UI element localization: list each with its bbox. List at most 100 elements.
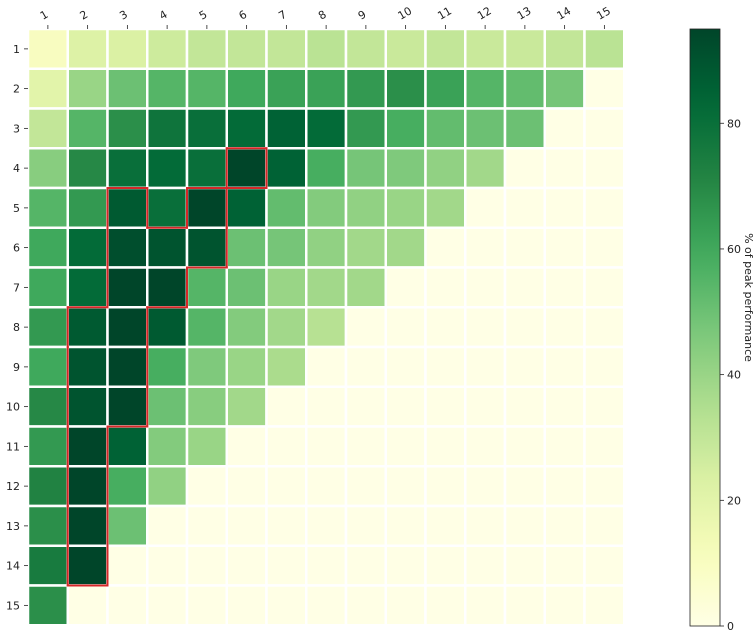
heatmap-cell (106, 465, 149, 508)
heatmap-cell (503, 266, 546, 309)
heatmap-cell (305, 147, 348, 190)
x-tick-label: 7 (276, 8, 289, 23)
y-tick-label: 4 (13, 162, 20, 175)
heatmap-cell (384, 385, 427, 428)
heatmap-cell (344, 107, 387, 150)
highlight-group (66, 147, 268, 587)
heatmap-cell (106, 226, 149, 269)
heatmap-cell (26, 147, 69, 190)
x-tick-label: 9 (356, 8, 369, 23)
heatmap-cell (146, 465, 189, 508)
heatmap-cell (26, 504, 69, 547)
heatmap-cell (26, 465, 69, 508)
heatmap-cell (344, 385, 387, 428)
heatmap-cell (185, 67, 228, 110)
heatmap-cell (225, 425, 268, 468)
heatmap-cell (225, 27, 268, 70)
heatmap-cell (66, 306, 109, 349)
heatmap-cell (66, 345, 109, 388)
heatmap-cell (424, 266, 467, 309)
heatmap-cell (344, 186, 387, 229)
heatmap-cell (543, 306, 586, 349)
heatmap-cell (26, 107, 69, 150)
heatmap-cell (464, 425, 507, 468)
heatmap-cell (225, 544, 268, 587)
heatmap-cell (543, 67, 586, 110)
heatmap-cell (583, 544, 626, 587)
heatmap-cell (265, 27, 308, 70)
heatmap-cell (305, 186, 348, 229)
heatmap-cell (543, 584, 586, 627)
heatmap-cell (185, 27, 228, 70)
heatmap-cell (583, 186, 626, 229)
heatmap-cell (106, 107, 149, 150)
heatmap-cell (543, 27, 586, 70)
heatmap-cell (503, 544, 546, 587)
heatmap-cell (66, 385, 109, 428)
heatmap-cell (146, 27, 189, 70)
x-tick-label: 1 (38, 8, 51, 23)
heatmap-cell (26, 226, 69, 269)
heatmap-cell (185, 266, 228, 309)
heatmap-cell (146, 385, 189, 428)
x-tick-label: 10 (396, 4, 415, 22)
heatmap-cell (543, 385, 586, 428)
heatmap-cell (185, 504, 228, 547)
heatmap-cell (66, 67, 109, 110)
heatmap-cell (424, 306, 467, 349)
heatmap-cell (583, 67, 626, 110)
heatmap-cell (424, 186, 467, 229)
heatmap-cell (185, 306, 228, 349)
heatmap-cell (503, 67, 546, 110)
x-tick-label: 4 (157, 8, 170, 23)
heatmap-cell (384, 425, 427, 468)
heatmap-cell (185, 345, 228, 388)
heatmap-cell (543, 544, 586, 587)
heatmap-cell (424, 27, 467, 70)
colorbar-label: % of peak performance (742, 233, 755, 362)
heatmap-cell (305, 465, 348, 508)
y-tick-label: 10 (6, 401, 20, 414)
heatmap-cell (106, 27, 149, 70)
heatmap-cell (146, 266, 189, 309)
x-tick-label: 13 (515, 4, 534, 22)
heatmap-cell (464, 147, 507, 190)
heatmap-cell (464, 27, 507, 70)
heatmap-cell (424, 584, 467, 627)
heatmap-cell (66, 107, 109, 150)
colorbar-tick-label: 40 (727, 369, 741, 382)
heatmap-cell (225, 107, 268, 150)
heatmap-cell (146, 226, 189, 269)
y-tick-label: 12 (6, 480, 20, 493)
heatmap-cell (424, 385, 467, 428)
heatmap-cell (146, 67, 189, 110)
heatmap-cell (583, 147, 626, 190)
y-tick-label: 15 (6, 599, 20, 612)
heatmap-cell (503, 385, 546, 428)
heatmap-cell (344, 226, 387, 269)
heatmap-cell (225, 584, 268, 627)
x-tick-label: 6 (237, 8, 250, 23)
heatmap-cell (543, 186, 586, 229)
heatmap-cell (464, 67, 507, 110)
heatmap-cell (583, 306, 626, 349)
heatmap-cell (106, 266, 149, 309)
heatmap-cell (543, 266, 586, 309)
heatmap-cell (503, 186, 546, 229)
heatmap-cell (265, 67, 308, 110)
heatmap-cell (344, 465, 387, 508)
x-tick-label: 3 (117, 8, 130, 23)
heatmap-cell (424, 345, 467, 388)
heatmap-cell (106, 186, 149, 229)
heatmap-cell (106, 306, 149, 349)
x-tick-label: 11 (435, 4, 454, 22)
heatmap-cell (106, 385, 149, 428)
heatmap-cell (26, 544, 69, 587)
y-tick-label: 6 (13, 242, 20, 255)
heatmap-cell (503, 107, 546, 150)
heatmap-cell (464, 226, 507, 269)
heatmap-cell (26, 345, 69, 388)
heatmap-cell (185, 147, 228, 190)
